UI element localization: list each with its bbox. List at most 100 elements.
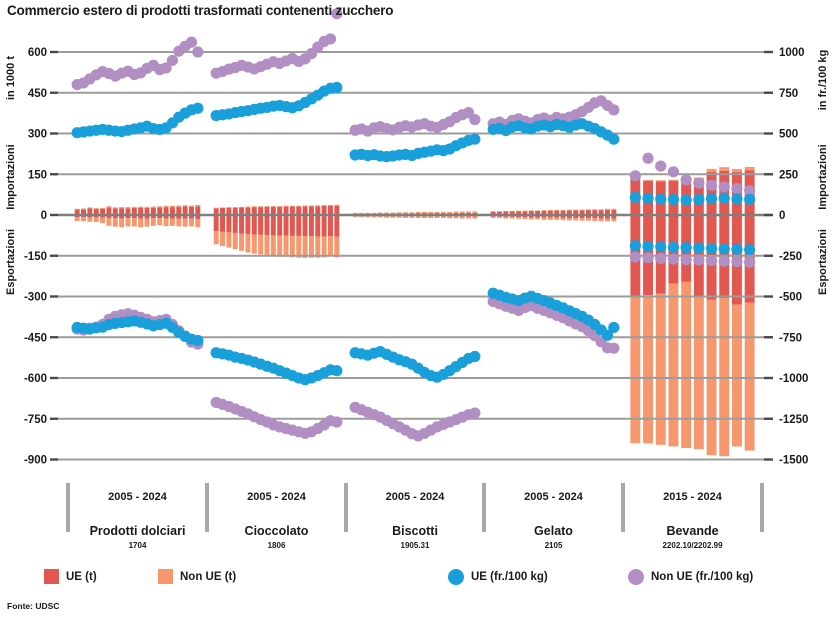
price-dot-import-ue <box>705 193 718 205</box>
bar-export-nonue <box>283 235 289 257</box>
price-dot-export-ue <box>680 242 692 254</box>
bar-export-ue <box>334 215 340 237</box>
bar-import-ue <box>258 207 264 215</box>
group-name: Bevande <box>666 524 718 538</box>
price-dot-import-ue <box>744 193 756 205</box>
bar-import-nonue <box>554 209 560 211</box>
bar-export-nonue <box>315 236 321 258</box>
axis-tick-label-right: -1500 <box>779 455 808 467</box>
bar-export-ue <box>573 215 579 218</box>
bar-import-nonue <box>390 212 396 214</box>
bar-import-ue <box>315 206 321 215</box>
bar-export-nonue <box>440 216 446 218</box>
axis-caption-right-imports: Importazioni <box>817 144 829 209</box>
group-separator <box>66 483 70 532</box>
bar-import-nonue <box>226 207 232 208</box>
axis-tick-label-right: 500 <box>779 129 798 141</box>
bar-export-ue <box>598 215 604 219</box>
group-separator <box>621 483 625 532</box>
bar-import-nonue <box>321 204 327 207</box>
bar-export-nonue <box>731 304 742 447</box>
bar-import-ue <box>516 211 522 215</box>
axis-tick-label-right: 250 <box>779 169 798 181</box>
bar-export-ue <box>112 215 118 219</box>
price-dot-import-nonue <box>469 114 481 126</box>
price-dot-import-nonue <box>655 160 667 172</box>
bar-export-ue <box>176 215 182 219</box>
group-code: 2105 <box>545 541 563 550</box>
bar-export-ue <box>245 215 251 235</box>
bar-import-nonue <box>358 212 364 214</box>
bar-import-ue <box>522 211 528 215</box>
bar-import-ue <box>334 205 340 215</box>
bar-import-ue <box>131 207 137 215</box>
bar-export-nonue <box>459 216 465 219</box>
bar-import-nonue <box>585 209 591 211</box>
bar-import-nonue <box>176 205 182 207</box>
legend-swatch-ue-price-icon <box>448 569 464 585</box>
bar-import-ue <box>232 207 238 215</box>
bar-export-ue <box>604 215 610 219</box>
bar-import-nonue <box>668 179 679 181</box>
bar-import-nonue <box>308 205 314 207</box>
group-name: Gelato <box>534 524 573 538</box>
bar-export-nonue <box>220 231 226 246</box>
price-dot-export-nonue <box>731 256 743 268</box>
legend-swatch-ue-bars-icon <box>44 569 59 584</box>
bar-import-nonue <box>611 208 617 210</box>
axis-tick-label-right: -750 <box>779 332 802 344</box>
bar-import-nonue <box>719 167 730 171</box>
price-dot-export-nonue <box>705 255 718 267</box>
bar-export-nonue <box>195 219 201 228</box>
price-dot-export-ue <box>655 241 667 253</box>
bar-import-ue <box>251 207 257 215</box>
bar-import-nonue <box>377 212 383 214</box>
price-dot-export-ue <box>667 241 680 253</box>
bar-export-nonue <box>522 217 528 220</box>
bar-import-nonue <box>535 210 541 211</box>
bar-import-nonue <box>421 212 427 214</box>
bar-export-nonue <box>81 217 87 222</box>
bar-export-ue <box>106 215 112 219</box>
bar-import-nonue <box>302 205 308 207</box>
bar-export-ue <box>560 215 566 218</box>
price-dot-export-ue <box>731 243 743 255</box>
bar-import-nonue <box>264 206 270 207</box>
price-dot-export-nonue <box>655 252 667 264</box>
bar-export-nonue <box>182 218 188 227</box>
bar-export-nonue <box>213 231 219 245</box>
bar-import-nonue <box>232 207 238 208</box>
price-dot-import-ue <box>731 193 743 205</box>
bar-import-ue <box>560 210 566 215</box>
price-dot-import-nonue <box>324 33 337 45</box>
bar-export-nonue <box>125 218 131 227</box>
bar-import-nonue <box>403 212 409 214</box>
bar-export-nonue <box>409 216 415 218</box>
bar-export-ue <box>289 215 295 236</box>
bar-import-nonue <box>138 206 144 208</box>
bar-import-ue <box>81 209 87 215</box>
bar-import-ue <box>585 210 591 215</box>
axis-tick-label-right: 1000 <box>779 47 805 59</box>
bar-import-nonue <box>497 211 503 212</box>
price-dot-export-ue <box>693 242 705 254</box>
price-dot-export-ue <box>601 329 614 341</box>
legend-item-nonue-bars: Non UE (t) <box>158 569 236 584</box>
bar-import-ue <box>169 207 175 215</box>
bar-import-nonue <box>453 211 459 213</box>
bar-export-ue <box>264 215 270 236</box>
bar-import-nonue <box>315 205 321 207</box>
group-period: 2005 - 2024 <box>247 491 307 503</box>
bar-export-ue <box>239 215 245 234</box>
bar-export-nonue <box>579 218 585 221</box>
price-dot-import-nonue <box>608 104 620 116</box>
axis-tick-label-right: -1000 <box>779 373 808 385</box>
price-dot-export-nonue <box>693 254 705 266</box>
bar-export-ue <box>308 215 314 237</box>
bar-export-ue <box>277 215 283 236</box>
bar-export-ue <box>327 215 333 237</box>
axis-tick-label-left: -150 <box>24 251 47 263</box>
bar-import-nonue <box>566 209 572 211</box>
bar-import-nonue <box>440 212 446 214</box>
price-dot-import-nonue <box>331 8 343 20</box>
